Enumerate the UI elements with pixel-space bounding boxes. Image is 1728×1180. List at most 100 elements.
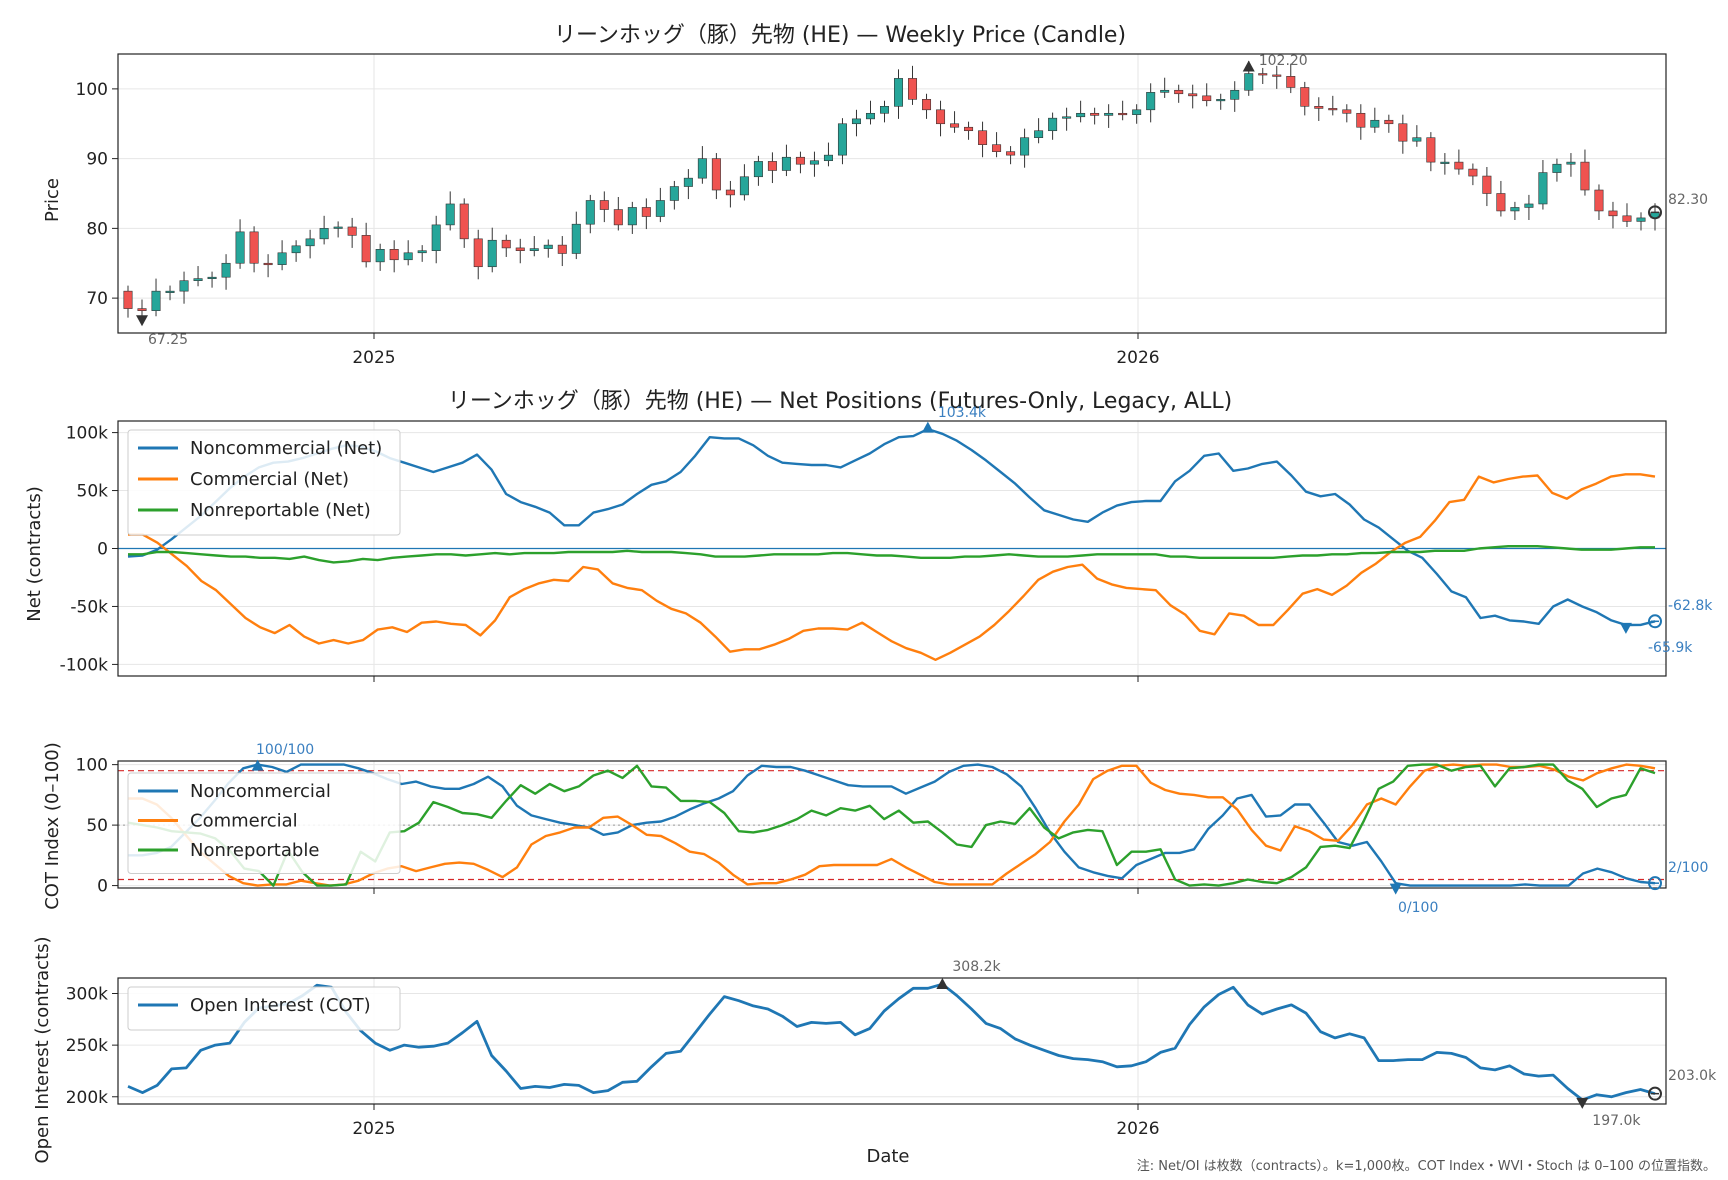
candle	[417, 250, 427, 254]
candle	[1244, 73, 1254, 91]
candle	[1132, 109, 1142, 115]
legend-box	[127, 429, 401, 536]
candle	[1118, 112, 1128, 116]
candle	[1258, 73, 1268, 76]
candle	[1160, 89, 1170, 93]
legend-label: Noncommercial (Net)	[190, 438, 382, 459]
candle	[627, 207, 637, 226]
panel-border	[117, 760, 1667, 889]
candle	[1006, 151, 1016, 156]
candle	[669, 186, 679, 201]
min-marker	[1619, 622, 1632, 634]
series-line-1	[128, 473, 1656, 661]
last-cot-marker	[1648, 876, 1662, 891]
panel-border	[117, 420, 1667, 677]
y-tick-label: 0	[97, 877, 108, 897]
max-marker	[251, 759, 264, 771]
candle	[1538, 172, 1548, 205]
candle	[1286, 76, 1296, 88]
candle	[1496, 193, 1506, 212]
y-tick-label: 50	[86, 816, 108, 836]
candle	[1608, 210, 1618, 217]
oi-xtick-2025: 2025	[352, 1119, 395, 1139]
candle	[487, 239, 497, 268]
candle	[697, 158, 707, 179]
y-tick-label: 80	[86, 219, 108, 239]
legend-label: Commercial	[190, 811, 298, 832]
candle	[753, 161, 763, 178]
y-tick-label: 100k	[66, 424, 108, 444]
y-tick-label: 90	[86, 150, 108, 170]
y-tick-label: -50k	[70, 597, 108, 617]
legend-label: Noncommercial	[190, 781, 331, 802]
candle	[1594, 189, 1604, 212]
min-label: 0/100	[1398, 900, 1438, 916]
candle	[767, 161, 777, 171]
candle	[1188, 93, 1198, 97]
panel-border	[117, 977, 1667, 1105]
candle	[1370, 119, 1380, 128]
candle	[207, 276, 217, 280]
candle	[333, 226, 343, 229]
price-xtick-2025: 2025	[352, 348, 395, 368]
candle	[1482, 175, 1492, 194]
candle	[403, 252, 413, 261]
y-tick-label: 250k	[66, 1036, 108, 1056]
candle	[964, 126, 974, 132]
candle	[711, 158, 721, 191]
max-label: 103.4k	[938, 405, 987, 421]
net-panel-title: リーンホッグ（豚）先物 (HE) — Net Positions (Future…	[448, 389, 1232, 414]
last-cot-label: 2/100	[1668, 860, 1708, 876]
candle	[739, 176, 749, 196]
candle	[683, 177, 693, 187]
oi-xtick-2026: 2026	[1116, 1119, 1159, 1139]
candle	[375, 249, 385, 263]
price-chart: 70 80 90 100 67.25 102.20 82.30	[76, 53, 1709, 348]
candle	[837, 123, 847, 156]
high-marker	[1242, 60, 1255, 72]
candle	[809, 160, 819, 165]
candle	[1090, 112, 1100, 116]
candle	[543, 244, 553, 249]
candle	[865, 112, 875, 120]
candle	[1636, 217, 1646, 222]
candle	[1552, 163, 1562, 173]
candle	[473, 238, 483, 268]
cot-ylabel: COT Index (0–100)	[42, 742, 63, 910]
legend-box	[127, 986, 401, 1031]
low-label: 67.25	[148, 332, 188, 348]
min-label: 197.0k	[1592, 1113, 1641, 1129]
candle	[613, 209, 623, 226]
y-tick-label: -100k	[60, 655, 109, 675]
candle	[1202, 95, 1212, 102]
y-tick-label: 50k	[77, 482, 109, 502]
candle	[361, 235, 371, 263]
candle	[978, 130, 988, 145]
candle	[1272, 74, 1282, 77]
max-marker	[936, 978, 949, 990]
candle	[641, 207, 651, 217]
candle	[263, 262, 273, 266]
y-tick-label: 70	[86, 289, 108, 309]
candle	[1174, 89, 1184, 95]
candle	[1440, 161, 1450, 164]
last-net-marker	[1648, 614, 1662, 629]
candle	[277, 252, 287, 265]
candle	[922, 99, 932, 111]
candle	[291, 245, 301, 254]
oi-ylabel: Open Interest (contracts)	[32, 936, 53, 1163]
candle	[529, 248, 539, 251]
candle	[1468, 168, 1478, 177]
candle	[221, 262, 231, 278]
candle	[823, 154, 833, 162]
candle	[151, 290, 161, 311]
candle	[1566, 161, 1576, 165]
candle	[1356, 112, 1366, 128]
candle	[992, 144, 1002, 152]
y-tick-label: 100	[76, 80, 108, 100]
oi-line	[127, 982, 1656, 1102]
net-ylabel: Net (contracts)	[24, 486, 45, 622]
candle	[431, 224, 441, 251]
candle	[123, 290, 133, 309]
